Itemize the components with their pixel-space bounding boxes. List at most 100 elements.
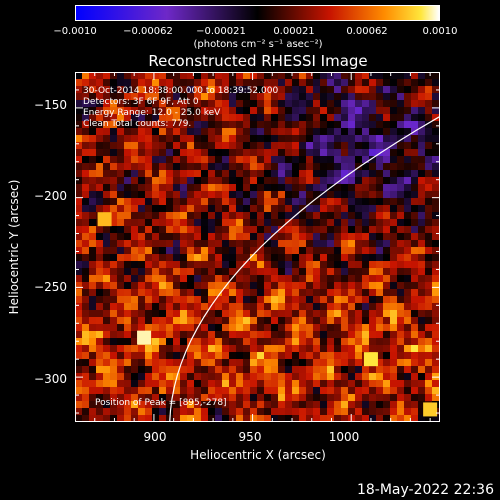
heatmap-cell [327,345,334,352]
heatmap-cell [110,408,117,415]
heatmap-cell [166,86,173,93]
heatmap-cell [264,338,271,345]
heatmap-cell [96,275,103,282]
heatmap-cell [383,163,390,170]
heatmap-cell [117,72,124,79]
heatmap-cell [341,219,348,226]
heatmap-cell [383,254,390,261]
heatmap-cell [418,100,425,107]
heatmap-cell [320,163,327,170]
heatmap-cell [75,352,82,359]
heatmap-cell [236,170,243,177]
heatmap-cell [257,233,264,240]
heatmap-cell [215,408,222,415]
heatmap-cell [180,359,187,366]
heatmap-cell [264,128,271,135]
heatmap-cell [320,72,327,79]
heatmap-cell [327,233,334,240]
heatmap-cell [222,107,229,114]
heatmap-cell [236,380,243,387]
heatmap-cell [292,359,299,366]
heatmap-cell [299,219,306,226]
heatmap-cell [425,387,432,394]
heatmap-cell [257,79,264,86]
heatmap-cell [103,72,110,79]
heatmap-cell [348,247,355,254]
heatmap-cell [425,296,432,303]
heatmap-cell [418,240,425,247]
heatmap-cell [299,303,306,310]
heatmap-cell [285,114,292,121]
heatmap-cell [320,275,327,282]
heatmap-cell [376,261,383,268]
heatmap-cell [411,121,418,128]
heatmap-cell [369,198,376,205]
heatmap-cell [250,205,257,212]
heatmap-cell [320,156,327,163]
heatmap-cell [103,226,110,233]
heatmap-cell [131,275,138,282]
heatmap-cell [376,93,383,100]
heatmap-cell [334,373,341,380]
heatmap-cell [348,128,355,135]
heatmap-cell [390,184,397,191]
heatmap-cell [390,247,397,254]
heatmap-cell [355,303,362,310]
heatmap-cell [306,359,313,366]
heatmap-cell [145,212,152,219]
heatmap-cell [117,205,124,212]
heatmap-cell [117,247,124,254]
heatmap-cell [257,317,264,324]
heatmap-cell [285,317,292,324]
heatmap-cell [341,198,348,205]
heatmap-cell [110,310,117,317]
heatmap-cell [131,79,138,86]
heatmap-cell [131,261,138,268]
heatmap-cell [243,373,250,380]
heatmap-cell [306,289,313,296]
heatmap-cell [89,275,96,282]
heatmap-cell [348,338,355,345]
heatmap-cell [117,345,124,352]
heatmap-cell [208,401,215,408]
heatmap-cell [250,254,257,261]
heatmap-cell [327,373,334,380]
heatmap-cell [306,142,313,149]
heatmap-cell [404,212,411,219]
heatmap-cell [89,324,96,331]
heatmap-cell [278,338,285,345]
heatmap-cell [89,408,96,415]
heatmap-cell [362,408,369,415]
heatmap-cell [404,86,411,93]
heatmap-cell [369,135,376,142]
heatmap-cell [222,317,229,324]
heatmap-cell [166,79,173,86]
heatmap-cell [285,86,292,93]
heatmap-cell [124,184,131,191]
heatmap-cell [89,156,96,163]
heatmap-cell [215,149,222,156]
heatmap-cell [257,261,264,268]
heatmap-cell [250,156,257,163]
heatmap-cell [292,100,299,107]
heatmap-cell [138,170,145,177]
heatmap-cell [292,156,299,163]
heatmap-cell [103,100,110,107]
heatmap-cell [418,296,425,303]
heatmap-cell [89,135,96,142]
heatmap-cell [292,331,299,338]
heatmap-cell [152,317,159,324]
heatmap-cell [432,226,439,233]
heatmap-cell [390,114,397,121]
heatmap-cell [285,415,292,422]
heatmap-cell [397,338,404,345]
heatmap-cell [194,303,201,310]
heatmap-cell [166,387,173,394]
heatmap-cell [341,205,348,212]
heatmap-cell [75,114,82,121]
heatmap-cell [222,212,229,219]
heatmap-cell [404,247,411,254]
heatmap-cell [362,380,369,387]
heatmap-cell [348,310,355,317]
heatmap-cell [313,233,320,240]
